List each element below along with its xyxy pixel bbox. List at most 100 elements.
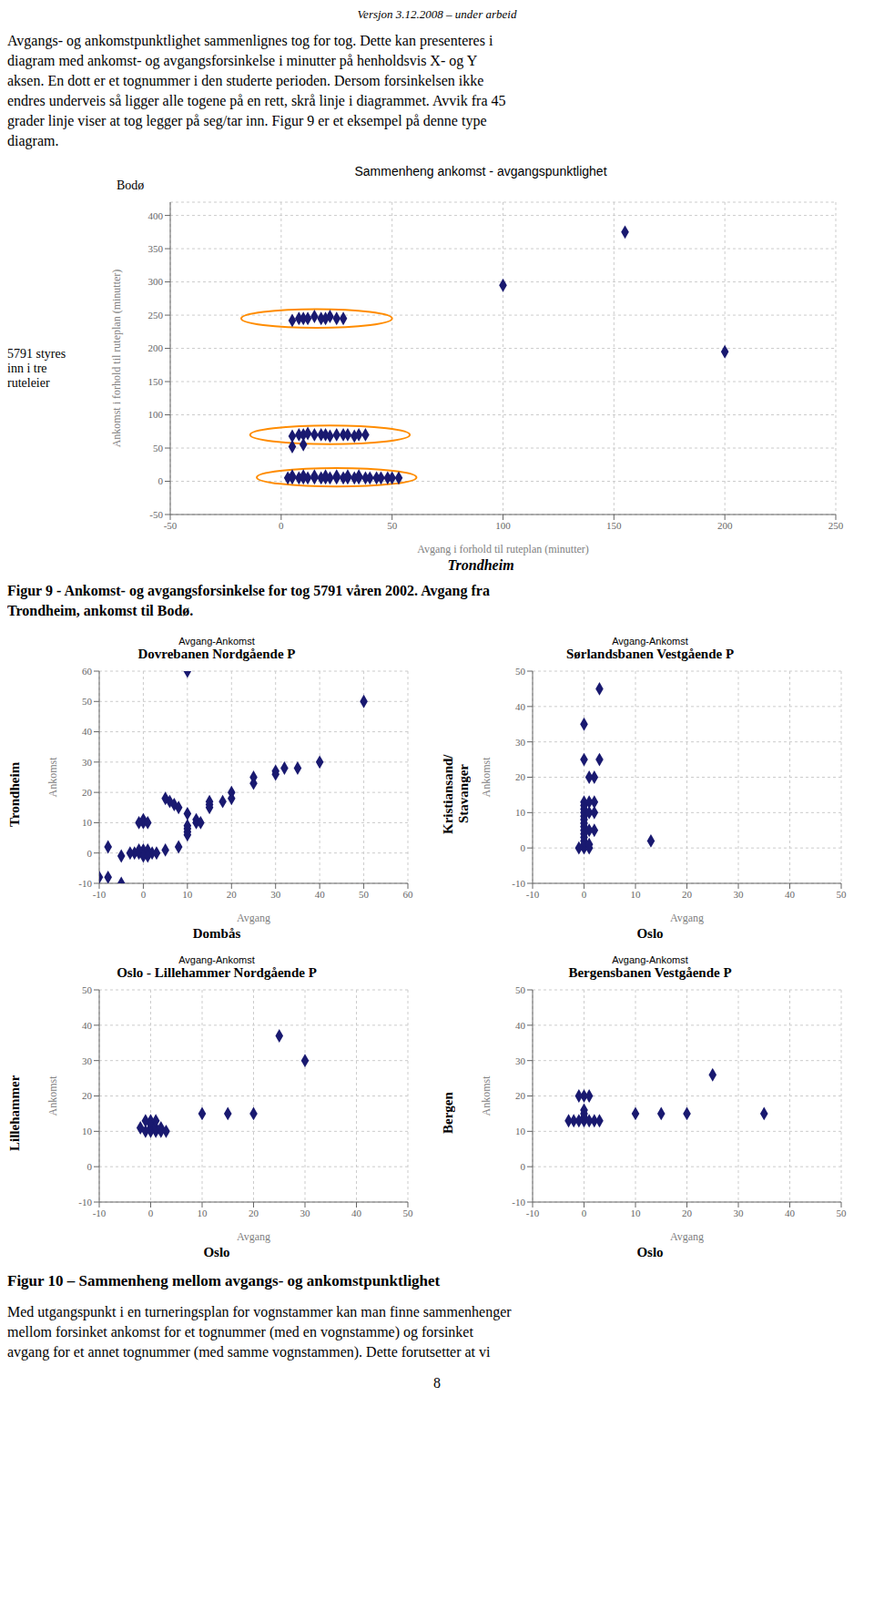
svg-text:30: 30 [733, 888, 745, 900]
svg-text:0: 0 [158, 475, 164, 487]
svg-text:0: 0 [520, 1160, 527, 1172]
svg-text:Avgang: Avgang [670, 911, 704, 925]
svg-text:40: 40 [81, 1019, 93, 1031]
svg-text:40: 40 [784, 1207, 796, 1219]
svg-text:20: 20 [81, 786, 93, 798]
svg-text:350: 350 [148, 243, 164, 255]
svg-text:-10: -10 [78, 877, 92, 889]
svg-text:20: 20 [681, 888, 693, 900]
svg-text:Ankomst: Ankomst [479, 756, 493, 798]
svg-text:0: 0 [141, 888, 147, 900]
html-text:Kristiansand/ Stavanger: Kristiansand/ Stavanger [440, 754, 471, 834]
svg-text:Ankomst: Ankomst [479, 1075, 493, 1117]
svg-text:40: 40 [515, 1019, 527, 1031]
svg-text:0: 0 [581, 1207, 588, 1219]
svg-text:50: 50 [81, 695, 93, 707]
svg-text:-50: -50 [163, 519, 178, 531]
svg-text:20: 20 [81, 1089, 93, 1101]
svg-text:20: 20 [248, 1207, 260, 1219]
html-text:aksen. En dott er et tognummer: aksen. En dott er et tognummer i den stu… [7, 72, 484, 89]
svg-text:200: 200 [717, 519, 733, 531]
svg-text:10: 10 [515, 806, 527, 818]
svg-text:50: 50 [386, 519, 398, 531]
svg-text:0: 0 [581, 888, 588, 900]
svg-text:50: 50 [81, 984, 93, 996]
svg-text:Avgang i forhold til ruteplan: Avgang i forhold til ruteplan (minutter) [416, 542, 590, 556]
svg-text:10: 10 [182, 888, 194, 900]
svg-text:-10: -10 [526, 888, 540, 900]
svg-text:100: 100 [495, 519, 511, 531]
svg-text:10: 10 [197, 1207, 209, 1219]
svg-text:200: 200 [148, 342, 164, 354]
svg-text:250: 250 [148, 309, 164, 321]
html-text:mellom forsinket ankomst for e: mellom forsinket ankomst for et tognumme… [7, 1323, 474, 1340]
svg-text:250: 250 [828, 519, 844, 531]
svg-text:10: 10 [515, 1125, 527, 1137]
svg-text:30: 30 [515, 736, 527, 748]
html-text:Figur 9 - Ankomst- og avgangsf: Figur 9 - Ankomst- og avgangsforsinkelse… [7, 582, 490, 619]
svg-text:30: 30 [733, 1207, 745, 1219]
html-text:Figur 10 – Sammenheng mellom a: Figur 10 – Sammenheng mellom avgangs- og… [7, 1271, 441, 1290]
svg-text:Avgang: Avgang [236, 911, 271, 925]
svg-text:20: 20 [681, 1207, 693, 1219]
svg-text:-10: -10 [526, 1207, 540, 1219]
svg-text:50: 50 [152, 442, 164, 454]
svg-text:40: 40 [315, 888, 326, 900]
svg-text:40: 40 [351, 1207, 363, 1219]
svg-text:300: 300 [148, 275, 164, 287]
svg-text:50: 50 [836, 1207, 848, 1219]
svg-text:50: 50 [836, 888, 848, 900]
svg-text:Ankomst: Ankomst [46, 1075, 60, 1117]
svg-text:60: 60 [403, 888, 415, 900]
html-text:Trondheim: Trondheim [447, 557, 515, 573]
svg-text:0: 0 [148, 1207, 154, 1219]
html-text:Sammenheng ankomst - avgangspu: Sammenheng ankomst - avgangspunktlighet [354, 163, 607, 179]
svg-text:10: 10 [81, 816, 93, 828]
svg-text:-10: -10 [511, 877, 526, 889]
svg-text:Ankomst i forhold til ruteplan: Ankomst i forhold til ruteplan (minutter… [110, 269, 123, 448]
html-text:avgang for et annet tognummer: avgang for et annet tognummer (med samme… [7, 1343, 491, 1360]
svg-text:30: 30 [270, 888, 282, 900]
html-text:Med utgangspunkt i en turnerin: Med utgangspunkt i en turneringsplan for… [7, 1303, 512, 1320]
svg-text:30: 30 [81, 756, 93, 768]
html-text:diagram.: diagram. [7, 132, 59, 149]
svg-text:50: 50 [358, 888, 370, 900]
svg-text:30: 30 [515, 1055, 527, 1067]
svg-text:20: 20 [226, 888, 237, 900]
svg-text:400: 400 [148, 210, 164, 222]
svg-text:150: 150 [606, 519, 622, 531]
svg-text:-10: -10 [511, 1196, 526, 1208]
svg-text:30: 30 [300, 1207, 312, 1219]
svg-text:40: 40 [784, 888, 796, 900]
svg-text:0: 0 [278, 519, 285, 531]
svg-text:10: 10 [81, 1125, 93, 1137]
svg-text:40: 40 [515, 701, 527, 712]
svg-text:10: 10 [630, 888, 642, 900]
svg-text:60: 60 [81, 665, 93, 677]
html-text:5791 styres inn i tre ruteleie: 5791 styres inn i tre ruteleier [7, 346, 66, 390]
svg-text:-10: -10 [92, 1207, 107, 1219]
svg-text:30: 30 [81, 1055, 93, 1067]
html-text:diagram med ankomst- og avgang: diagram med ankomst- og avgangsforsinkel… [7, 52, 478, 69]
svg-text:0: 0 [87, 1160, 93, 1172]
svg-text:20: 20 [515, 771, 527, 783]
svg-text:0: 0 [520, 842, 527, 854]
svg-text:Avgang: Avgang [670, 1229, 704, 1243]
html-text:Avgangs- og ankomstpunktlighet: Avgangs- og ankomstpunktlighet sammenlig… [7, 32, 493, 49]
svg-text:20: 20 [515, 1089, 527, 1101]
svg-text:Avgang: Avgang [236, 1229, 271, 1243]
html-text:grader linje viser at tog legg: grader linje viser at tog legger på seg/… [7, 112, 487, 129]
svg-text:-10: -10 [78, 1196, 92, 1208]
svg-text:50: 50 [403, 1207, 415, 1219]
svg-text:Ankomst: Ankomst [46, 756, 60, 798]
svg-text:0: 0 [87, 847, 93, 859]
svg-text:10: 10 [630, 1207, 642, 1219]
svg-text:50: 50 [515, 984, 527, 996]
html-text:endres underveis så ligger all: endres underveis så ligger alle togene p… [7, 92, 506, 109]
svg-text:-50: -50 [149, 508, 163, 520]
svg-text:50: 50 [515, 665, 527, 677]
svg-text:150: 150 [148, 376, 164, 387]
svg-text:-10: -10 [92, 888, 107, 900]
svg-text:100: 100 [148, 408, 164, 420]
svg-text:40: 40 [81, 725, 93, 737]
